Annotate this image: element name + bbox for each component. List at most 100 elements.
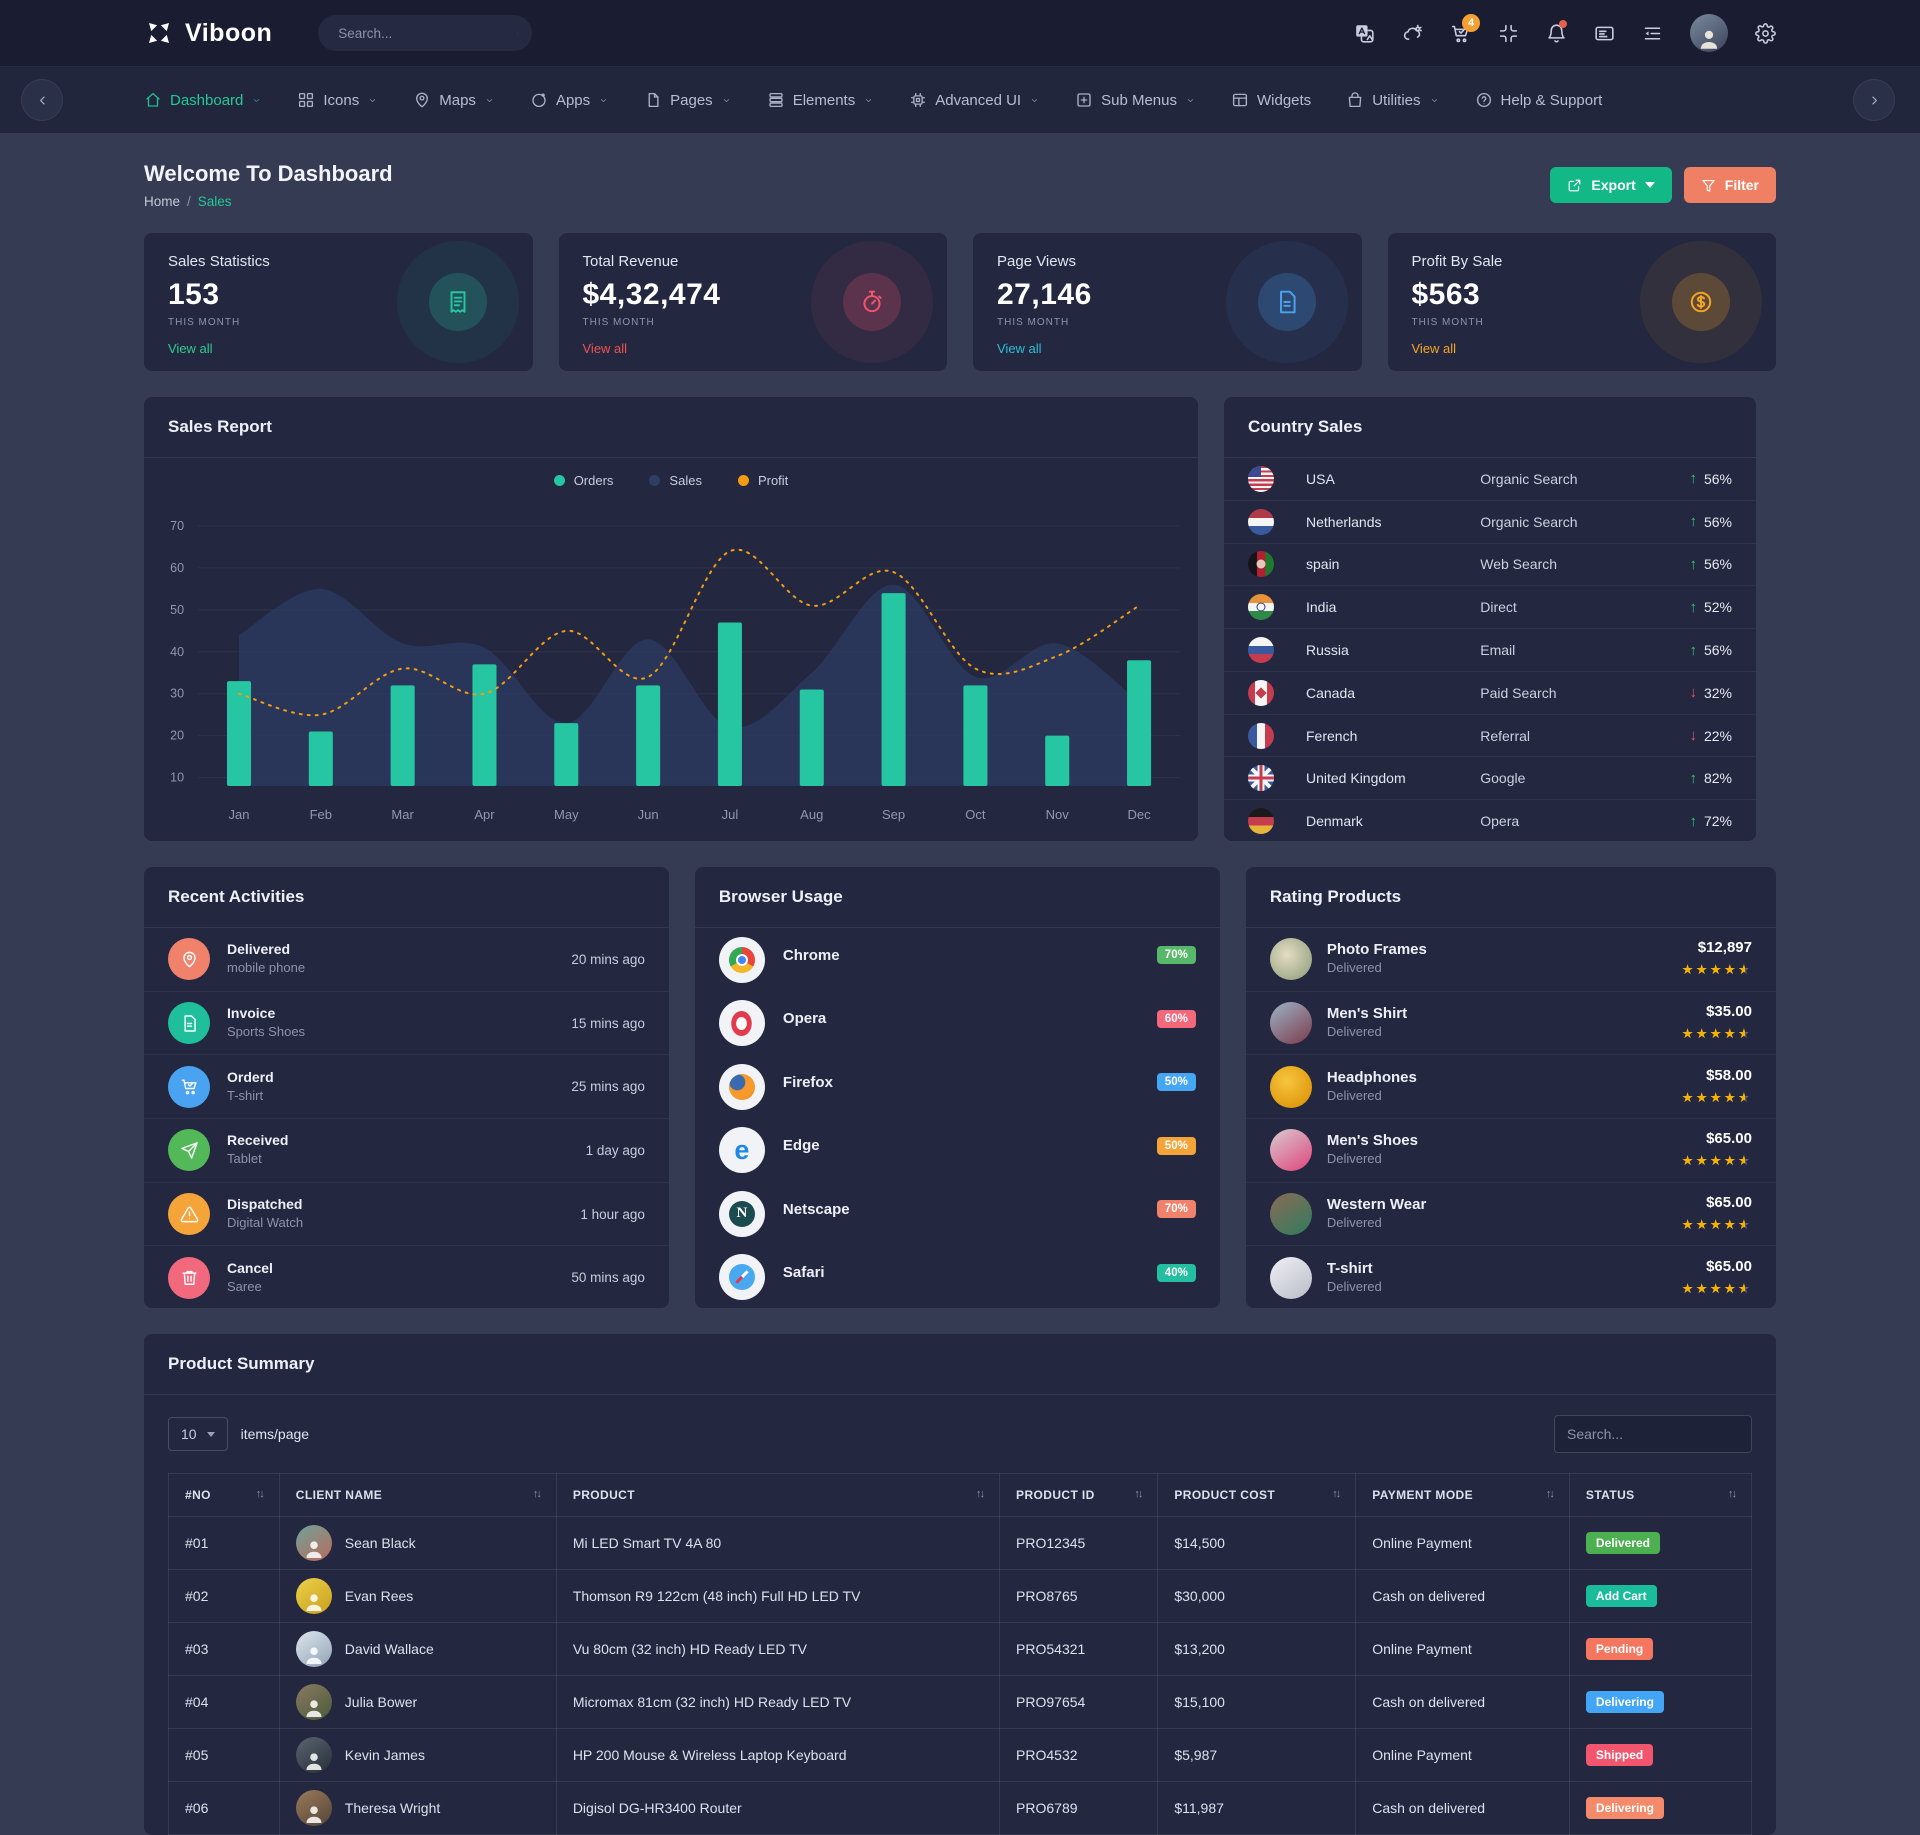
browser-usage-title: Browser Usage [694,867,1220,928]
country-name: India [1306,599,1337,616]
card-icon[interactable] [1594,23,1615,44]
nav-item-widgets[interactable]: Widgets [1231,91,1311,109]
sort-icon[interactable]: ↑↓ [532,1488,542,1500]
trend-arrow-icon: ↓ [1689,727,1697,745]
column-header-status[interactable]: STATUS ↑↓ [1568,1473,1753,1517]
sort-icon[interactable]: ↑↓ [976,1488,985,1500]
nav-item-help-support[interactable]: Help & Support [1475,91,1602,109]
product-image [1269,1193,1312,1236]
nav-scroll-right-button[interactable] [1853,79,1895,121]
product-name: Men's Shoes [1326,1132,1418,1150]
breadcrumb-home[interactable]: Home [144,194,181,209]
export-button[interactable]: Export [1550,167,1672,203]
translate-icon[interactable] [1354,23,1375,44]
list-icon[interactable] [1642,23,1663,44]
product-price: $65.00 [1706,1130,1752,1148]
nav-scroll-left-button[interactable] [21,79,63,121]
search-input[interactable] [336,24,518,42]
topbar-search [318,15,533,51]
product-name: Photo Frames [1326,941,1427,959]
product-status: Delivered [1326,960,1382,976]
cart-icon[interactable]: 4 [1450,13,1480,44]
nav-item-icons[interactable]: Icons [297,91,378,109]
nav-item-dashboard[interactable]: Dashboard [144,91,262,109]
nav-item-pages[interactable]: Pages [644,91,732,109]
minimize-icon[interactable] [1498,23,1519,44]
flag-india-icon [1248,594,1274,621]
sort-icon[interactable]: ↑↓ [1134,1488,1143,1500]
settings-icon[interactable] [1755,23,1776,44]
activity-title: Dispatched [227,1196,303,1213]
cell-product: Micromax 81cm (32 inch) HD Ready LED TV [555,1675,1001,1729]
stat-value: 27,146 [997,278,1092,311]
svg-text:Sep: Sep [882,807,905,822]
stat-card-total-revenue: Total Revenue $4,32,474 THIS MONTH View … [558,233,947,371]
column-header-payment-mode[interactable]: PAYMENT MODE ↑↓ [1355,1473,1570,1517]
browser-name: Firefox [782,1073,833,1091]
nav-item-maps[interactable]: Maps [413,91,495,109]
trend-arrow-icon: ↑ [1689,513,1697,531]
sort-icon[interactable]: ↑↓ [1545,1488,1555,1500]
country-source: Opera [1480,813,1520,830]
bell-icon[interactable] [1546,19,1567,44]
status-badge: Delivered [1585,1532,1660,1554]
sort-icon[interactable]: ↑↓ [1728,1488,1737,1500]
legend-profit[interactable]: Profit [737,473,788,488]
cart-icon [180,1077,199,1096]
activity-subtitle: Digital Watch [227,1215,304,1231]
avatar[interactable] [1690,14,1728,52]
stat-title: Total Revenue [582,253,679,270]
rating-products-title: Rating Products [1245,867,1776,928]
chevron-down-icon [1029,95,1040,106]
nav-item-apps[interactable]: Apps [530,91,609,109]
cell-no: #06 [168,1781,280,1835]
brand[interactable]: Viboon [144,18,272,48]
sort-icon[interactable]: ↑↓ [255,1488,265,1500]
column-header-product-cost[interactable]: PRODUCT COST ↑↓ [1157,1473,1357,1517]
chevron-down-icon [1185,95,1196,106]
receipt-icon [445,289,471,315]
search-icon[interactable] [517,25,518,42]
cell-cost: $13,200 [1157,1622,1357,1676]
activity-row: Invoice Sports Shoes 15 mins ago [144,990,669,1055]
cell-product-id: PRO8765 [999,1569,1159,1623]
country-row: Netherlands Organic Search ↑ 56% [1224,499,1756,543]
percent-badge: 70% [1156,1200,1196,1219]
view-all-link[interactable]: View all [997,340,1042,356]
nav-item-advanced-ui[interactable]: Advanced UI [909,91,1040,109]
brand-logo-icon [144,18,174,48]
nav-item-elements[interactable]: Elements [767,91,875,109]
star-rating: ★★★★★★★★★★ [1681,1280,1752,1296]
cell-cost: $30,000 [1157,1569,1357,1623]
column-header-product-id[interactable]: PRODUCT ID ↑↓ [999,1473,1159,1517]
cell-cost: $14,500 [1157,1516,1357,1570]
stats-row: Sales Statistics 153 THIS MONTH View all… [144,233,1776,371]
flag-russia-icon [1248,637,1274,664]
sort-icon[interactable]: ↑↓ [1332,1488,1341,1500]
view-all-link[interactable]: View all [1411,340,1457,356]
view-all-link[interactable]: View all [168,340,213,356]
weather-icon[interactable] [1402,23,1423,44]
cell-payment: Cash on delivered [1355,1781,1570,1835]
legend-orders[interactable]: Orders [553,473,614,488]
product-summary-card: Product Summary 10 items/page #NO↑↓ CLIE… [144,1334,1776,1835]
country-source: Organic Search [1480,470,1578,487]
country-source: Paid Search [1480,684,1557,701]
nav-item-sub-menus[interactable]: Sub Menus [1075,91,1196,109]
table-search-input[interactable] [1554,1415,1752,1453]
svg-text:Nov: Nov [1046,807,1070,822]
browser-row: Netscape 70% [695,1182,1220,1246]
legend-label: Orders [573,473,614,488]
opera-icon [718,1000,765,1047]
view-all-link[interactable]: View all [582,340,628,356]
filter-button[interactable]: Filter [1683,167,1776,203]
stat-title: Page Views [997,253,1076,270]
items-per-page-select[interactable]: 10 [168,1417,228,1451]
column-header-no[interactable]: #NO ↑↓ [168,1473,280,1517]
column-header-product[interactable]: PRODUCT ↑↓ [555,1473,1001,1517]
column-header-client-name[interactable]: CLIENT NAME ↑↓ [278,1473,557,1517]
trend-arrow-icon: ↑ [1689,769,1697,787]
nav-item-utilities[interactable]: Utilities [1346,91,1439,109]
legend-sales[interactable]: Sales [649,473,702,488]
activity-time: 25 mins ago [571,1079,645,1095]
